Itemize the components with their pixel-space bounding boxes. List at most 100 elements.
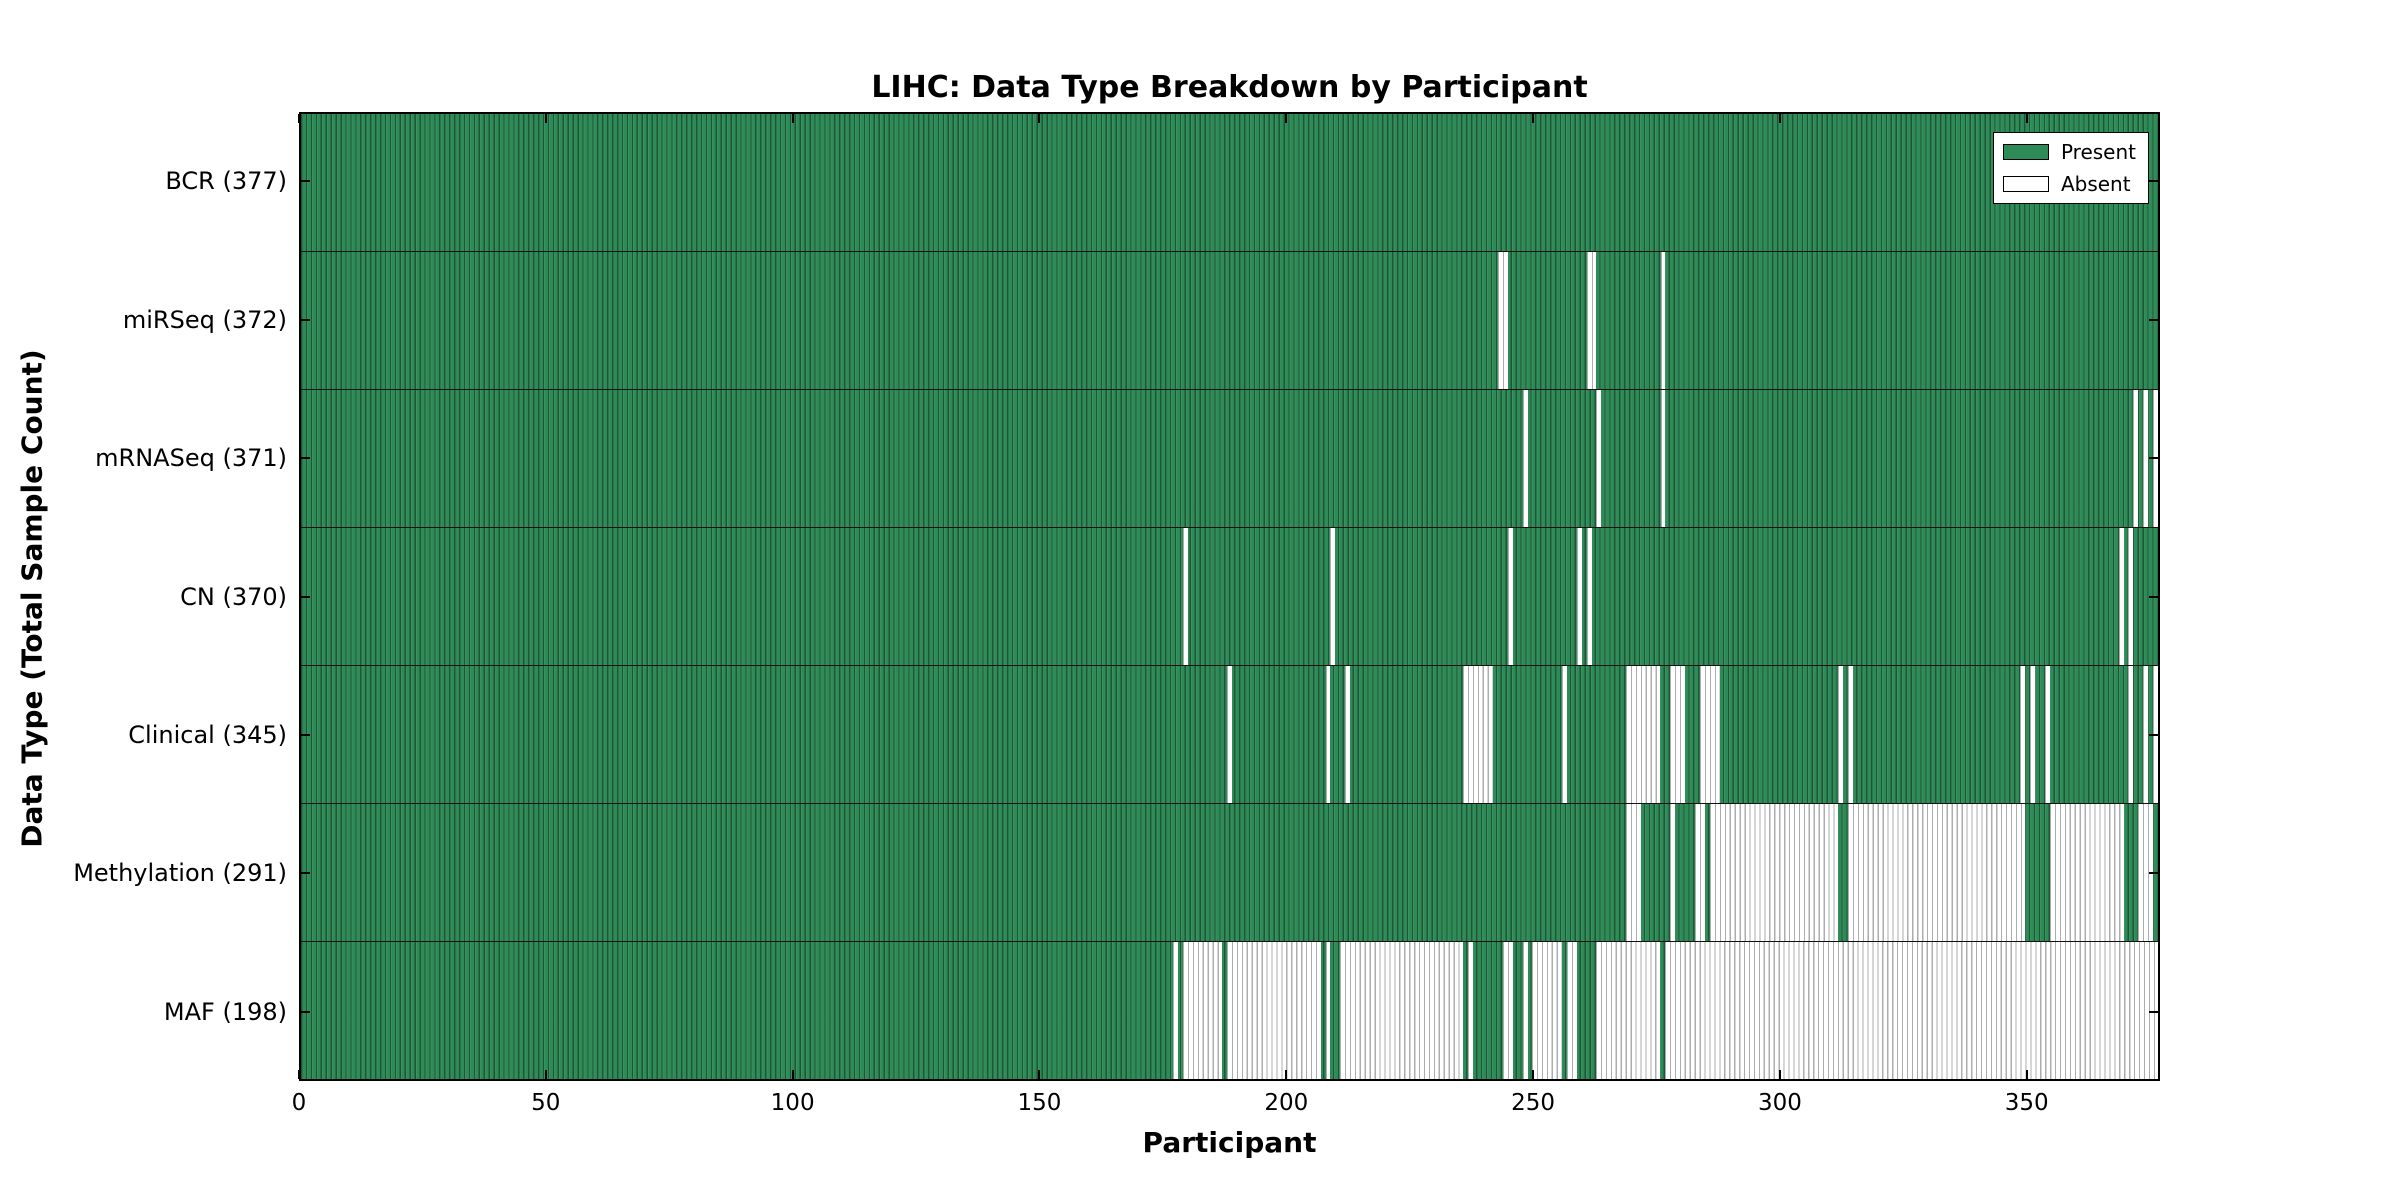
absent-segment: [1660, 252, 1666, 389]
x-tick-label-200: 200: [1264, 1090, 1309, 1116]
row-Methylation: [301, 804, 2158, 942]
absent-segment: [1665, 942, 2158, 1079]
x-tick-mark: [1532, 1070, 1535, 1079]
y-tick-mark: [301, 318, 310, 321]
y-tick-label-Clinical: Clinical (345): [128, 720, 287, 749]
absent-segment: [1670, 804, 1676, 941]
y-tick-mark: [2149, 180, 2158, 183]
absent-segment: [1330, 528, 1336, 665]
x-tick-label-250: 250: [1511, 1090, 1556, 1116]
x-tick-mark: [2025, 1070, 2028, 1079]
absent-segment: [1596, 390, 1602, 527]
absent-segment: [2049, 804, 2124, 941]
x-tick-mark: [1285, 114, 1288, 123]
y-tick-label-MAF: MAF (198): [163, 997, 287, 1026]
x-tick-mark: [1038, 114, 1041, 123]
x-tick-label-300: 300: [1757, 1090, 1802, 1116]
absent-segment: [1566, 942, 1577, 1079]
absent-segment: [1182, 528, 1188, 665]
x-tick-label-150: 150: [1017, 1090, 1062, 1116]
absent-segment: [1325, 666, 1331, 803]
absent-segment: [1660, 390, 1666, 527]
x-axis-label: Participant: [1142, 1126, 1317, 1159]
x-tick-mark: [298, 1070, 300, 1079]
x-tick-label-0: 0: [291, 1090, 307, 1116]
row-BCR: [301, 114, 2158, 252]
y-tick-mark: [2149, 318, 2158, 321]
absent-segment: [1502, 942, 1513, 1079]
absent-segment: [1626, 666, 1661, 803]
row-CN: [301, 528, 2158, 666]
absent-segment: [1468, 942, 1474, 1079]
legend: Present Absent: [1992, 132, 2149, 204]
x-tick-mark: [544, 1070, 547, 1079]
y-tick-mark: [301, 872, 310, 875]
absent-segment: [1596, 942, 1661, 1079]
y-tick-mark: [301, 595, 310, 598]
absent-segment: [2029, 666, 2035, 803]
y-tick-label-miRSeq: miRSeq (372): [122, 305, 287, 334]
x-tick-mark: [2025, 114, 2028, 123]
y-tick-label-CN: CN (370): [180, 582, 287, 611]
legend-absent-label: Absent: [2060, 172, 2131, 196]
y-tick-mark: [301, 180, 310, 183]
legend-present-label: Present: [2060, 140, 2136, 164]
absent-segment: [1463, 666, 1494, 803]
row-miRSeq: [301, 252, 2158, 390]
y-tick-label-mRNASeq: mRNASeq (371): [95, 444, 287, 473]
absent-segment: [2143, 666, 2149, 803]
absent-segment: [1847, 804, 2025, 941]
absent-segment: [1227, 942, 1321, 1079]
absent-segment: [2128, 666, 2134, 803]
absent-segment: [1497, 252, 1508, 389]
plot-area: Present Absent: [299, 112, 2160, 1081]
y-tick-mark: [301, 733, 310, 736]
absent-segment: [1586, 528, 1592, 665]
absent-segment: [2044, 666, 2050, 803]
y-tick-label-Methylation: Methylation (291): [73, 859, 287, 888]
absent-segment: [1345, 666, 1351, 803]
y-tick-mark: [2149, 1010, 2158, 1013]
x-tick-mark: [1038, 1070, 1041, 1079]
plot-rows: [301, 114, 2158, 1079]
absent-segment: [1340, 942, 1464, 1079]
y-tick-mark: [2149, 733, 2158, 736]
x-tick-label-50: 50: [531, 1090, 561, 1116]
y-tick-mark: [2149, 595, 2158, 598]
absent-segment: [1561, 666, 1567, 803]
x-tick-mark: [544, 114, 547, 123]
absent-segment: [1532, 942, 1562, 1079]
absent-segment: [2133, 390, 2139, 527]
absent-segment: [1709, 804, 1838, 941]
x-tick-mark: [298, 114, 300, 123]
absent-segment: [1522, 942, 1528, 1079]
x-tick-mark: [1778, 1070, 1781, 1079]
absent-segment: [1507, 528, 1513, 665]
row-MAF: [301, 942, 2158, 1079]
x-tick-mark: [791, 1070, 794, 1079]
present-swatch-icon: [2002, 144, 2049, 160]
absent-segment: [1694, 804, 1705, 941]
absent-segment: [2020, 666, 2025, 803]
absent-segment: [1586, 252, 1597, 389]
row-Clinical: [301, 666, 2158, 804]
absent-segment: [1325, 942, 1331, 1079]
row-mRNASeq: [301, 390, 2158, 528]
legend-entry-absent: Absent: [2002, 172, 2136, 196]
x-tick-label-100: 100: [770, 1090, 815, 1116]
x-tick-mark: [791, 114, 794, 123]
absent-segment: [1837, 666, 1843, 803]
y-tick-mark: [301, 1010, 310, 1013]
absent-segment: [1522, 390, 1528, 527]
absent-segment: [2128, 528, 2134, 665]
y-tick-mark: [2149, 872, 2158, 875]
absent-segment: [1670, 666, 1686, 803]
legend-entry-present: Present: [2002, 140, 2136, 164]
x-tick-mark: [1532, 114, 1535, 123]
absent-segment: [2138, 804, 2154, 941]
chart-title: LIHC: Data Type Breakdown by Participant: [871, 70, 1588, 105]
x-tick-label-350: 350: [2004, 1090, 2049, 1116]
y-tick-label-BCR: BCR (377): [165, 167, 287, 196]
absent-segment: [1699, 666, 1720, 803]
